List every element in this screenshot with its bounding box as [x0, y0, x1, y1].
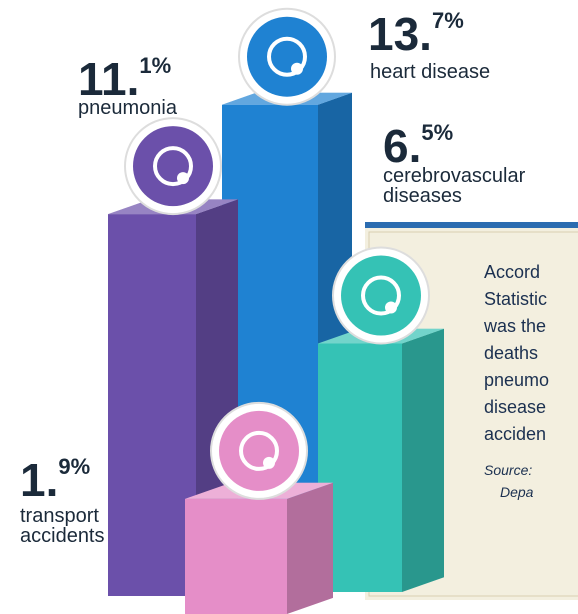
bar-side-shade — [402, 329, 444, 592]
note-line: Statistic — [484, 289, 547, 309]
icon-badge — [341, 256, 421, 336]
category-label: transport accidents — [20, 506, 130, 546]
category-label: heart disease — [370, 62, 570, 82]
icon-dot — [263, 457, 275, 469]
value-label: 6.5% — [383, 122, 453, 169]
bar-side-shade — [287, 483, 333, 614]
note-line: was the — [483, 316, 546, 336]
category-label: pneumonia — [78, 98, 238, 118]
icon-dot — [385, 302, 397, 314]
category-label: cerebrovascular diseases — [383, 166, 573, 206]
icon-badge — [247, 17, 327, 97]
note-line: pneumo — [484, 370, 549, 390]
value-label: 13.7% — [368, 10, 464, 57]
note-line: Accord — [484, 262, 540, 282]
value-label: 1.9% — [20, 456, 90, 503]
bar-group — [318, 248, 444, 593]
icon-dot — [291, 63, 303, 75]
note-line: disease — [484, 397, 546, 417]
value-label: 11.1% — [78, 55, 171, 102]
source-line: Source: — [484, 462, 532, 478]
icon-badge — [133, 126, 213, 206]
note-line: acciden — [484, 424, 546, 444]
icon-badge — [219, 411, 299, 491]
infographic: Accord Statistic was the deaths pneumo diseas… — [0, 0, 578, 614]
icon-dot — [177, 172, 189, 184]
bar — [185, 499, 287, 614]
note-line: deaths — [484, 343, 538, 363]
note-border — [365, 222, 578, 228]
source-line: Depa — [500, 484, 534, 500]
